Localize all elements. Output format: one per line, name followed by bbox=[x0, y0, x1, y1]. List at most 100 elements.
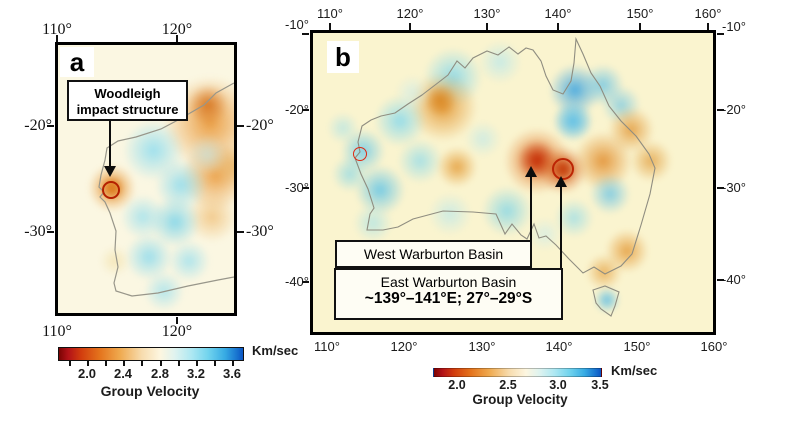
woodleigh-annotation-line2: impact structure bbox=[76, 102, 179, 118]
colorbar-b bbox=[433, 368, 602, 377]
colorbar-unit-b: Km/sec bbox=[611, 363, 658, 378]
east-warburton-annotation-box: East Warburton Basin ~139°–141°E; 27°–29… bbox=[334, 268, 563, 320]
tick bbox=[707, 23, 709, 30]
tick bbox=[639, 23, 641, 30]
axis-label: 130° bbox=[473, 6, 501, 21]
axis-label: -40° bbox=[285, 274, 309, 289]
colorbar-tick bbox=[87, 361, 89, 366]
tick bbox=[176, 317, 178, 324]
axis-label: -20° bbox=[285, 102, 309, 117]
axis-label: 110° bbox=[314, 339, 340, 354]
anomaly-blob bbox=[546, 94, 600, 148]
axis-label: -30° bbox=[24, 223, 52, 240]
west-warburton-annotation-box: West Warburton Basin bbox=[335, 240, 532, 268]
anomaly-blob bbox=[180, 77, 234, 133]
tick bbox=[557, 23, 559, 30]
colorbar-tick-label: 2.8 bbox=[150, 366, 170, 381]
axis-label: -10° bbox=[722, 19, 746, 34]
east-warburton-arrowhead-icon bbox=[555, 176, 567, 187]
colorbar-tick bbox=[123, 361, 125, 366]
woodleigh-crater-circle bbox=[102, 181, 120, 199]
west-warburton-label: West Warburton Basin bbox=[363, 246, 504, 262]
anomaly-blob bbox=[180, 127, 234, 182]
axis-label: 150° bbox=[623, 339, 651, 354]
tick bbox=[47, 125, 54, 127]
axis-label: 130° bbox=[468, 339, 496, 354]
australia-coastline bbox=[354, 36, 656, 317]
colorbar-a bbox=[58, 347, 244, 361]
colorbar-tick-label: 2.5 bbox=[499, 378, 517, 392]
woodleigh-arrowhead-icon bbox=[104, 166, 116, 177]
axis-label: 150° bbox=[626, 6, 654, 21]
axis-label: -20° bbox=[24, 117, 52, 134]
panel-a-label: a bbox=[60, 47, 94, 77]
axis-label: -10° bbox=[285, 17, 309, 32]
east-warburton-arrow bbox=[560, 186, 562, 269]
tick bbox=[176, 35, 178, 42]
colorbar-tick bbox=[178, 361, 180, 366]
colorbar-title-b: Group Velocity bbox=[472, 392, 568, 407]
anomaly-blob bbox=[388, 68, 438, 118]
tick bbox=[717, 109, 724, 111]
woodleigh-arrow bbox=[109, 121, 111, 168]
woodleigh-location-circle bbox=[353, 147, 367, 161]
tick bbox=[56, 35, 58, 42]
tick bbox=[486, 23, 488, 30]
colorbar-tick-label: 2.0 bbox=[448, 378, 466, 392]
colorbar-tick bbox=[69, 361, 71, 366]
axis-label: 120° bbox=[161, 323, 193, 340]
tick bbox=[47, 231, 54, 233]
colorbar-tick bbox=[196, 361, 198, 366]
tick bbox=[717, 33, 724, 35]
axis-label: 160° bbox=[694, 6, 722, 21]
woodleigh-annotation-line1: Woodleigh bbox=[94, 86, 161, 101]
tick bbox=[329, 23, 331, 30]
colorbar-tick-label: 2.4 bbox=[113, 366, 133, 381]
axis-label: 110° bbox=[42, 21, 72, 38]
axis-label: 120° bbox=[161, 21, 193, 38]
axis-label: -40° bbox=[722, 272, 746, 287]
colorbar-tick bbox=[160, 361, 162, 366]
west-warburton-arrow bbox=[530, 176, 532, 240]
axis-label: 110° bbox=[42, 323, 72, 340]
axis-label: -30° bbox=[246, 223, 274, 240]
colorbar-unit-a: Km/sec bbox=[252, 343, 299, 358]
colorbar-tick-label: 3.5 bbox=[591, 378, 609, 392]
panel-b-label: b bbox=[327, 41, 359, 73]
axis-label: 120° bbox=[396, 6, 424, 21]
woodleigh-annotation-box: Woodleigh impact structure bbox=[67, 80, 188, 121]
colorbar-tick bbox=[105, 361, 107, 366]
east-warburton-coordinates: ~139°–141°E; 27°–29°S bbox=[364, 290, 533, 307]
colorbar-tick-label: 3.0 bbox=[549, 378, 567, 392]
tick bbox=[302, 109, 309, 111]
tick bbox=[302, 187, 309, 189]
western-australia-coastline bbox=[98, 82, 234, 297]
tick bbox=[302, 33, 309, 35]
colorbar-tick-label: 2.0 bbox=[77, 366, 97, 381]
axis-label: -30° bbox=[285, 180, 309, 195]
tick bbox=[302, 281, 309, 283]
tick bbox=[237, 125, 244, 127]
east-warburton-label: East Warburton Basin bbox=[380, 274, 517, 290]
tick bbox=[237, 231, 244, 233]
colorbar-tick-label: 3.6 bbox=[222, 366, 242, 381]
tick bbox=[409, 23, 411, 30]
axis-label: 160° bbox=[700, 339, 728, 354]
colorbar-tick-label: 3.2 bbox=[186, 366, 206, 381]
west-warburton-arrowhead-icon bbox=[525, 166, 537, 177]
colorbar-tick bbox=[214, 361, 216, 366]
axis-label: -20° bbox=[246, 117, 274, 134]
colorbar-tick bbox=[232, 361, 234, 366]
axis-label: -30° bbox=[722, 180, 746, 195]
tick bbox=[717, 187, 724, 189]
axis-label: 140° bbox=[545, 339, 573, 354]
axis-label: 120° bbox=[390, 339, 418, 354]
anomaly-blob bbox=[325, 149, 375, 199]
tick bbox=[717, 279, 724, 281]
axis-label: -20° bbox=[722, 102, 746, 117]
axis-label: 140° bbox=[544, 6, 572, 21]
axis-label: 110° bbox=[317, 6, 343, 21]
colorbar-title-a: Group Velocity bbox=[100, 383, 200, 399]
colorbar-tick bbox=[141, 361, 143, 366]
